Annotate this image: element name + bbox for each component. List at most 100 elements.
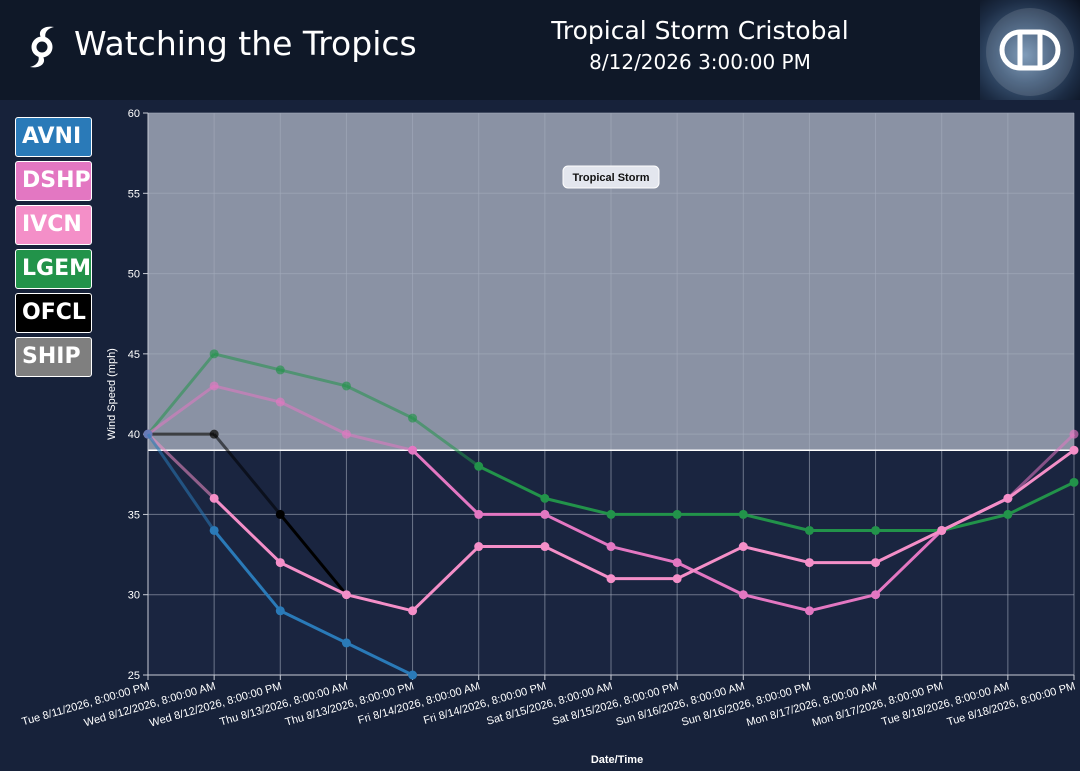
x-tick-label: Thu 8/13/2026, 8:00:00 PM [284,680,415,728]
x-tick-label: Sat 8/15/2026, 8:00:00 PM [551,680,680,728]
data-point [606,574,616,584]
data-point [408,413,418,423]
data-point [408,445,418,455]
series-segment [146,352,216,436]
data-point [341,381,351,391]
data-point [275,606,285,616]
y-tick-label: 60 [128,108,140,120]
y-tick-label: 55 [128,188,140,200]
series-segment [809,593,876,613]
series-segment [279,513,348,596]
x-tick-label: Sun 8/16/2026, 8:00:00 PM [680,680,812,728]
series-segment [610,545,678,565]
y-axis-label: Wind Speed (mph) [106,348,118,440]
data-point [341,590,351,600]
data-point [474,509,484,519]
x-tick-label: Sun 8/16/2026, 8:00:00 AM [615,680,746,728]
x-axis-label: Date/Time [591,754,643,766]
series-avni [143,429,418,680]
series-segment [146,433,216,500]
data-point [804,558,814,568]
x-tick-label: Tue 8/11/2026, 8:00:00 PM [21,680,151,728]
series-segment [213,352,281,372]
series-segment [279,609,348,645]
series-segment [544,496,612,516]
data-point [1069,477,1079,487]
model-button-dshp[interactable]: DSHP [15,161,92,201]
series-segment [1007,480,1075,516]
data-point [209,493,219,503]
x-tick-label: Sat 8/15/2026, 8:00:00 AM [485,680,614,727]
data-point [143,429,153,439]
series-segment [941,497,1009,532]
x-tick-label: Thu 8/13/2026, 8:00:00 AM [218,680,349,728]
data-point [1069,429,1079,439]
data-point [804,606,814,616]
model-button-lgem[interactable]: LGEM [15,249,92,289]
forecast-timestamp: 8/12/2026 3:00:00 PM [589,50,811,74]
data-point [143,429,153,439]
series-segment [544,545,612,581]
hurricane-icon [30,26,54,68]
series-segment [411,416,480,468]
data-point [275,558,285,568]
model-button-avni[interactable]: AVNI [15,117,92,157]
data-point [937,525,947,535]
series-segment [874,529,943,564]
x-tick-label: Mon 8/17/2026, 8:00:00 AM [745,680,878,729]
model-button-ofcl[interactable]: OFCL [15,293,92,333]
x-tick-label: Fri 8/14/2026, 8:00:00 AM [357,680,482,726]
app-title: Watching the Tropics [74,24,417,63]
series-segment [411,545,480,612]
data-point [1003,493,1013,503]
series-lines [143,349,1079,680]
series-ofcl [143,429,351,600]
data-point [871,525,881,535]
x-tick-label: Tue 8/18/2026, 8:00:00 PM [946,680,1077,728]
data-point [937,525,947,535]
data-point [871,590,881,600]
series-segment [742,545,810,565]
series-segment [544,513,612,548]
tropical-storm-label: Tropical Storm [572,172,649,184]
chart-grid [147,112,1075,676]
model-button-ship[interactable]: SHIP [15,337,92,377]
series-dshp [143,381,1079,616]
data-point [143,429,153,439]
data-point [672,574,682,584]
data-point [672,558,682,568]
y-tick-label: 40 [128,429,140,441]
series-segment [279,368,347,388]
y-tick-label: 50 [128,269,140,281]
brand-logo [980,0,1080,100]
data-point [275,509,285,519]
series-segment [941,497,1009,532]
x-tick-label: Mon 8/17/2026, 8:00:00 PM [811,680,945,729]
series-ivcn [143,429,1079,616]
series-segment [676,545,744,581]
data-point [209,525,219,535]
data-point [209,429,219,439]
data-point [341,638,351,648]
series-segment [279,561,348,597]
data-point [738,509,748,519]
data-point [474,542,484,552]
series-segment [147,384,216,436]
model-button-ivcn[interactable]: IVCN [15,205,92,245]
series-segment [676,561,744,597]
data-point [143,429,153,439]
data-point [540,493,550,503]
x-tick-label: Fri 8/14/2026, 8:00:00 PM [422,680,548,727]
series-ship [143,429,219,439]
series-lgem [143,349,1079,535]
data-point [540,542,550,552]
data-point [143,429,153,439]
series-segment [1006,448,1075,500]
series-segment [212,529,282,612]
header-bar: Watching the Tropics Tropical Storm Cris… [0,0,1080,100]
series-segment [212,433,282,516]
series-segment [478,464,546,500]
data-point [474,461,484,471]
